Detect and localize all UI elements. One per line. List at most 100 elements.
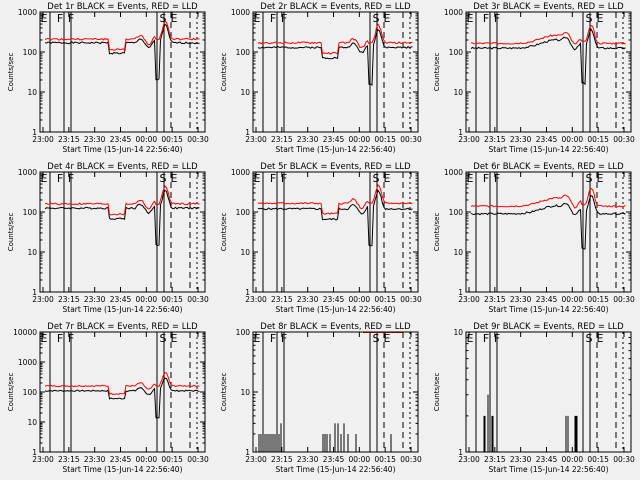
- y-axis-label: Counts/sec: [7, 213, 15, 252]
- flag-label: S: [160, 172, 167, 185]
- flag-label: F: [483, 332, 489, 345]
- y-tick-label: 10: [240, 388, 250, 397]
- y-tick-label: 1000: [18, 168, 37, 177]
- y-tick-label: 10: [453, 88, 463, 97]
- flag-label: E: [597, 332, 604, 345]
- y-tick-label: 100: [449, 208, 464, 217]
- lld-series: [44, 372, 200, 396]
- plot-title: Det 6r BLACK = Events, RED = LLD: [473, 162, 624, 172]
- x-tick-label: 00:00: [349, 455, 371, 464]
- flag-label: F: [281, 12, 287, 25]
- plot-title: Det 9r BLACK = Events, RED = LLD: [473, 322, 624, 332]
- flag-label: S: [586, 332, 593, 345]
- x-tick-label: 23:30: [510, 455, 532, 464]
- flag-label: F: [57, 12, 63, 25]
- y-tick-label: 1: [32, 448, 37, 457]
- x-tick-label: 00:30: [400, 455, 422, 464]
- x-axis-label: Start Time (15-Jun-14 22:56:40): [489, 305, 609, 314]
- flag-label: E: [384, 12, 391, 25]
- plot-frame: [252, 11, 419, 133]
- x-tick-label: 23:00: [458, 135, 480, 144]
- x-tick-label: 23:15: [484, 135, 506, 144]
- events-series: [44, 23, 200, 81]
- plot-frame: [39, 171, 206, 293]
- plot-area: [258, 332, 411, 452]
- x-axis-label: Start Time (15-Jun-14 22:56:40): [63, 465, 183, 474]
- plot-area: [257, 172, 413, 292]
- flag-label: F: [68, 12, 74, 25]
- x-tick-label: 00:00: [136, 295, 158, 304]
- flag-label: E: [41, 332, 48, 345]
- plot-area: [44, 172, 200, 292]
- flag-label: F: [494, 12, 500, 25]
- flag-label: E: [467, 332, 474, 345]
- x-tick-label: 00:15: [161, 135, 183, 144]
- plot-frame: [39, 331, 206, 453]
- plot-title: Det 3r BLACK = Events, RED = LLD: [473, 2, 624, 12]
- flag-label: E: [171, 332, 178, 345]
- x-tick-label: 23:15: [271, 135, 293, 144]
- flag-label: F: [270, 332, 276, 345]
- x-tick-label: 00:00: [562, 455, 584, 464]
- y-axis-label: Counts/sec: [220, 53, 228, 92]
- x-tick-label: 23:15: [484, 455, 506, 464]
- x-tick-label: 00:30: [187, 295, 209, 304]
- x-tick-label: 23:30: [510, 135, 532, 144]
- flag-label: E: [384, 332, 391, 345]
- x-tick-label: 00:00: [562, 135, 584, 144]
- x-tick-label: 00:15: [374, 455, 396, 464]
- plot-area: [257, 12, 413, 132]
- flag-label: S: [586, 172, 593, 185]
- plot-frame: [465, 171, 632, 293]
- x-axis-label: Start Time (15-Jun-14 22:56:40): [63, 305, 183, 314]
- y-tick-label: 1: [245, 288, 250, 297]
- flag-label: F: [281, 172, 287, 185]
- y-tick-label: 100: [236, 208, 251, 217]
- y-tick-label: 1: [458, 448, 463, 457]
- x-tick-label: 00:00: [136, 135, 158, 144]
- x-tick-label: 23:15: [58, 135, 80, 144]
- flag-label: E: [467, 12, 474, 25]
- flag-label: S: [586, 12, 593, 25]
- flag-label: E: [467, 172, 474, 185]
- y-tick-label: 10: [453, 328, 463, 337]
- x-tick-label: 23:00: [245, 135, 267, 144]
- x-tick-label: 23:45: [110, 295, 132, 304]
- y-tick-label: 10: [240, 88, 250, 97]
- y-tick-label: 1000: [18, 8, 37, 17]
- y-tick-label: 1000: [231, 168, 250, 177]
- x-tick-label: 00:15: [374, 295, 396, 304]
- flag-label: E: [254, 332, 261, 345]
- x-tick-label: 00:30: [400, 135, 422, 144]
- plot-area: [475, 332, 624, 452]
- plot-area: [470, 12, 626, 132]
- x-tick-label: 23:45: [536, 455, 558, 464]
- x-tick-label: 23:15: [271, 295, 293, 304]
- flag-label: S: [160, 332, 167, 345]
- x-tick-label: 23:15: [58, 295, 80, 304]
- lld-series: [44, 20, 200, 51]
- flag-label: E: [597, 172, 604, 185]
- x-tick-label: 00:15: [161, 295, 183, 304]
- y-tick-label: 10: [240, 248, 250, 257]
- x-tick-label: 00:30: [613, 455, 635, 464]
- x-tick-label: 23:30: [297, 455, 319, 464]
- x-tick-label: 23:30: [84, 135, 106, 144]
- x-tick-label: 00:30: [187, 455, 209, 464]
- events-series: [257, 189, 413, 247]
- plot-title: Det 4r BLACK = Events, RED = LLD: [47, 162, 198, 172]
- x-tick-label: 23:15: [58, 455, 80, 464]
- x-axis-label: Start Time (15-Jun-14 22:56:40): [276, 305, 396, 314]
- events-series: [470, 27, 626, 86]
- x-tick-label: 00:00: [562, 295, 584, 304]
- flag-label: S: [373, 332, 380, 345]
- plot-area: [44, 332, 200, 452]
- events-series: [470, 194, 626, 250]
- x-tick-label: 23:45: [110, 135, 132, 144]
- x-tick-label: 23:45: [323, 135, 345, 144]
- y-axis-label: Counts/sec: [433, 373, 441, 412]
- y-tick-label: 10: [27, 248, 37, 257]
